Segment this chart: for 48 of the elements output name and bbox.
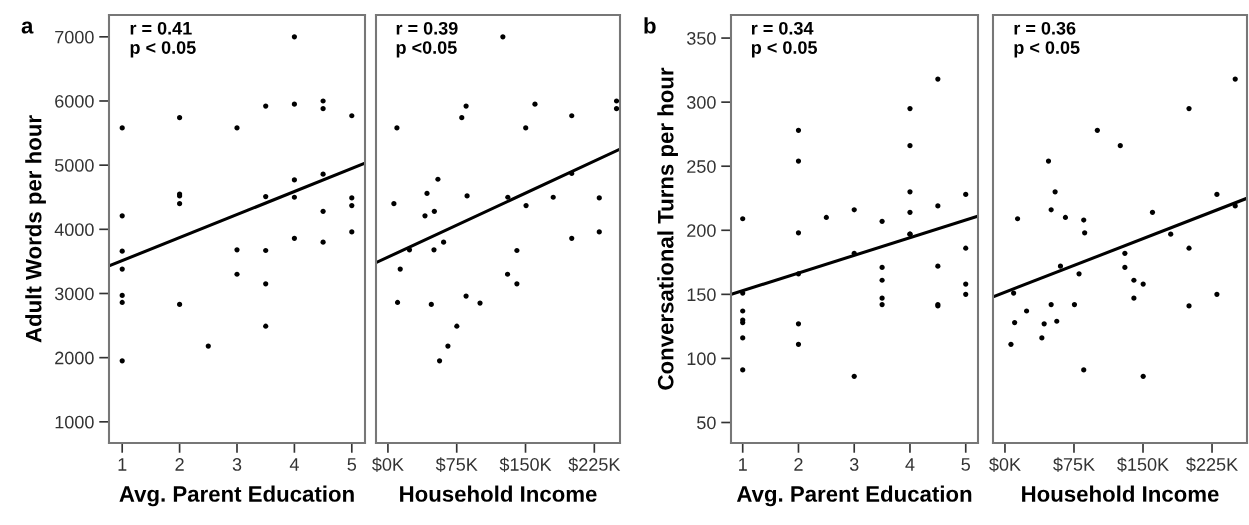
y-tick-label: 5000 xyxy=(54,159,94,172)
y-tick-label: 7000 xyxy=(55,30,94,44)
y-tick-label: 250 xyxy=(687,160,716,173)
x-axis-title: Avg. Parent Education xyxy=(736,485,972,507)
x-tick-label: $225K xyxy=(1186,457,1238,472)
annotation: r = 0.34 xyxy=(751,21,814,35)
chart-title: b xyxy=(644,17,656,34)
y-tick-label: 2000 xyxy=(55,351,94,365)
y-tick-label: 1000 xyxy=(55,415,94,429)
x-tick-label: $75K xyxy=(435,457,478,472)
x-axis-title: Household Income xyxy=(1022,485,1219,502)
annotation: p < 0.05 xyxy=(130,41,196,58)
x-tick-label: 1 xyxy=(118,458,127,471)
annotation: p <0.05 xyxy=(396,41,457,58)
x-tick-label: 1 xyxy=(739,458,747,471)
x-tick-label: $225K xyxy=(568,457,621,472)
y-tick-label: 6000 xyxy=(55,94,94,108)
x-tick-label: $0K xyxy=(989,457,1021,472)
x-tick-label: 5 xyxy=(961,458,970,471)
y-tick-label: 4000 xyxy=(54,223,94,237)
x-tick-label: 5 xyxy=(347,458,357,471)
x-tick-label: $150K xyxy=(499,457,552,472)
y-tick-label: 150 xyxy=(687,288,716,302)
x-tick-label: 2 xyxy=(794,458,803,471)
x-tick-label: $150K xyxy=(1117,457,1169,472)
x-tick-label: 3 xyxy=(849,458,859,471)
x-tick-label: 2 xyxy=(175,458,184,471)
x-tick-label: $75K xyxy=(1053,457,1095,472)
x-axis-title: Avg. Parent Education xyxy=(119,485,354,507)
x-tick-label: 4 xyxy=(289,458,299,471)
x-axis-title: Household Income xyxy=(400,485,597,502)
annotation: r = 0.41 xyxy=(130,21,192,35)
x-tick-label: 4 xyxy=(905,458,915,471)
chart-title: a xyxy=(21,21,34,34)
x-tick-label: 3 xyxy=(232,458,242,471)
annotation: p < 0.05 xyxy=(1014,41,1080,58)
y-tick-label: 50 xyxy=(697,416,716,430)
y-tick-label: 3000 xyxy=(54,287,94,301)
x-tick-label: $0K xyxy=(372,457,404,472)
y-axis-title: Adult Words per hour xyxy=(25,115,46,343)
y-tick-label: 300 xyxy=(686,96,716,109)
annotation: p < 0.05 xyxy=(751,41,817,58)
y-tick-label: 350 xyxy=(686,32,716,45)
annotation: r = 0.36 xyxy=(1014,21,1076,35)
y-tick-label: 100 xyxy=(687,352,716,366)
annotation: r = 0.39 xyxy=(396,21,458,35)
y-tick-label: 200 xyxy=(687,224,716,237)
y-axis-title: Conversational Turns per hour xyxy=(657,67,678,390)
